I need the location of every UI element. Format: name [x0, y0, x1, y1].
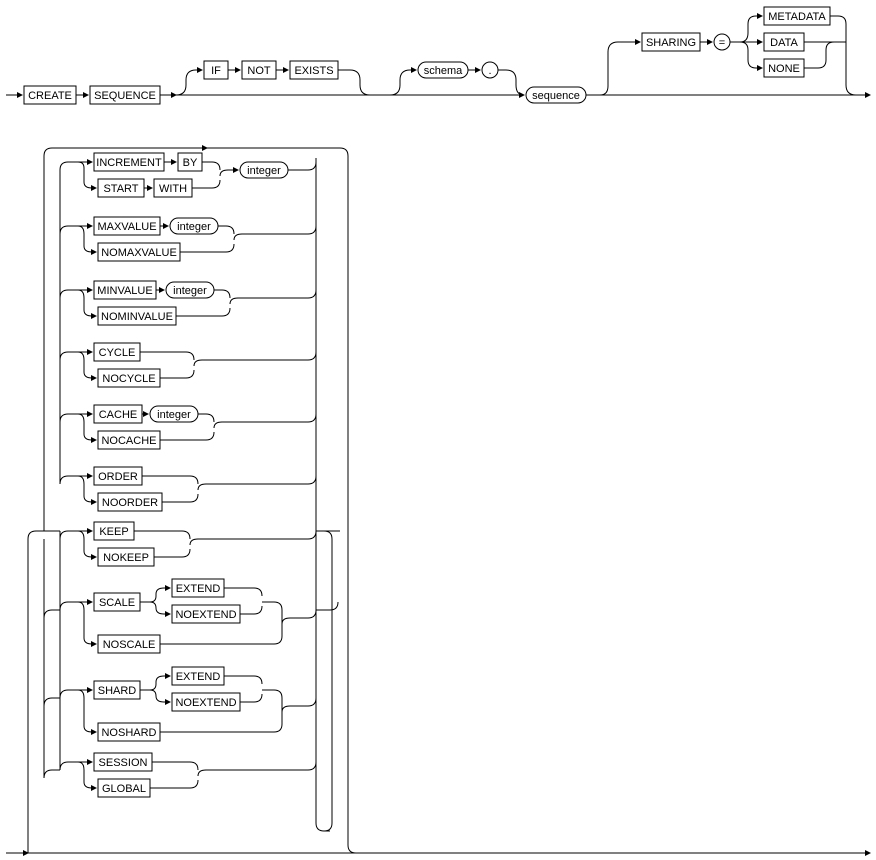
- integer3-label: integer: [173, 285, 207, 297]
- not-label: NOT: [247, 65, 271, 77]
- metadata-label: METADATA: [768, 11, 826, 23]
- noscale-label: NOSCALE: [103, 639, 156, 651]
- none-label: NONE: [768, 63, 800, 75]
- nokeep-label: NOKEEP: [103, 552, 149, 564]
- with-label: WITH: [159, 183, 187, 195]
- railroad-diagram: CREATE SEQUENCE IF NOT EXISTS schema . s…: [0, 0, 876, 860]
- noextend1-label: NOEXTEND: [175, 609, 236, 621]
- sequence-label: SEQUENCE: [94, 90, 156, 102]
- integer2-label: integer: [177, 221, 211, 233]
- by-label: BY: [183, 157, 198, 169]
- dot-label: .: [488, 65, 491, 77]
- if-label: IF: [211, 65, 221, 77]
- start-label: START: [103, 183, 138, 195]
- integer4-label: integer: [157, 409, 191, 421]
- create-label: CREATE: [28, 90, 72, 102]
- cache-label: CACHE: [99, 409, 138, 421]
- data-label: DATA: [770, 37, 798, 49]
- exists-label: EXISTS: [294, 65, 333, 77]
- noshard-label: NOSHARD: [101, 727, 156, 739]
- shard-label: SHARD: [98, 685, 137, 697]
- session-label: SESSION: [99, 757, 148, 769]
- extend1-label: EXTEND: [176, 583, 221, 595]
- noorder-label: NOORDER: [102, 497, 158, 509]
- cycle-label: CYCLE: [99, 347, 136, 359]
- keep-label: KEEP: [99, 526, 128, 538]
- sequence-name-label: sequence: [532, 90, 580, 102]
- nocache-label: NOCACHE: [101, 435, 156, 447]
- global-label: GLOBAL: [102, 783, 146, 795]
- scale-label: SCALE: [99, 597, 135, 609]
- nomaxvalue-label: NOMAXVALUE: [101, 247, 177, 259]
- nocycle-label: NOCYCLE: [102, 373, 155, 385]
- sharing-label: SHARING: [646, 37, 696, 49]
- nominvalue-label: NOMINVALUE: [101, 311, 173, 323]
- eq-label: =: [719, 37, 725, 49]
- increment-label: INCREMENT: [96, 157, 162, 169]
- schema-label: schema: [424, 65, 463, 77]
- noextend2-label: NOEXTEND: [175, 697, 236, 709]
- maxvalue-label: MAXVALUE: [97, 221, 156, 233]
- extend2-label: EXTEND: [176, 671, 221, 683]
- order-label: ORDER: [98, 471, 138, 483]
- integer1-label: integer: [247, 165, 281, 177]
- minvalue-label: MINVALUE: [97, 285, 152, 297]
